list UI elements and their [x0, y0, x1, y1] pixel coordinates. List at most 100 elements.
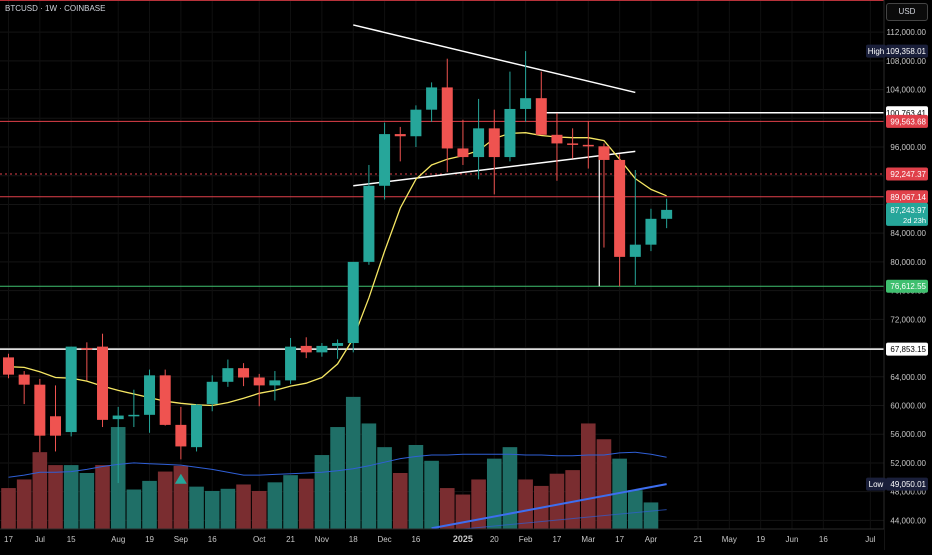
- volume-bar: [580, 423, 596, 529]
- price-label-text: 89,067.14: [890, 193, 926, 202]
- volume-bar: [32, 452, 48, 529]
- horizontal-levels: [0, 120, 884, 350]
- volume-bar: [48, 465, 63, 529]
- volume-bar: [345, 396, 361, 529]
- candle-bearish: [238, 363, 250, 387]
- price-tick-label: 104,000.00: [886, 86, 927, 95]
- volume-bar: [157, 471, 173, 529]
- price-label-tag: Low: [869, 480, 884, 489]
- candle-body: [191, 404, 203, 448]
- price-tick-label: 44,000.00: [890, 516, 926, 525]
- price-tick-label: 48,000.00: [890, 488, 926, 497]
- candle-bullish: [191, 404, 203, 452]
- volume-bar: [392, 472, 408, 529]
- candle-body: [159, 375, 171, 425]
- price-label-text: 99,563.68: [890, 117, 926, 126]
- volume-bar: [95, 465, 110, 529]
- price-label-tag: High: [868, 47, 884, 56]
- candle-body: [426, 87, 438, 110]
- candle-bearish: [488, 109, 500, 195]
- current-price-text: 87,243.97: [890, 206, 926, 215]
- time-axis-background: [0, 529, 884, 550]
- candle-bearish: [175, 406, 187, 460]
- price-label-text: 76,612.55: [890, 282, 926, 291]
- candle-bullish: [363, 164, 375, 265]
- price-label-box: [886, 114, 928, 128]
- time-tick-label: 16: [819, 535, 828, 544]
- current-price-countdown: 2d 23h: [903, 216, 926, 225]
- volume-bar: [408, 444, 424, 529]
- candle-body: [629, 244, 641, 257]
- candle-body: [97, 346, 109, 420]
- price-label-text: 109,358.01: [886, 47, 927, 56]
- time-tick-label: 2025: [453, 534, 473, 544]
- candle-bullish: [520, 51, 532, 122]
- candle-body: [457, 148, 469, 158]
- candle-body: [253, 377, 265, 386]
- candle-body: [175, 424, 187, 447]
- candle-body: [551, 134, 563, 144]
- candle-bearish: [441, 58, 453, 173]
- volume-bar: [1, 488, 16, 529]
- price-label-box: [886, 44, 928, 58]
- time-tick-label: Jun: [786, 535, 799, 544]
- candle-body: [504, 108, 516, 158]
- candle-body: [520, 98, 532, 109]
- time-tick-label: Oct: [253, 535, 266, 544]
- volume-bar: [502, 447, 518, 529]
- candle-body: [316, 345, 328, 353]
- volume-bar: [628, 490, 643, 529]
- candle-bullish: [206, 375, 218, 412]
- candle-body: [206, 381, 218, 405]
- candle-bullish: [629, 169, 641, 285]
- volume-bar: [283, 475, 298, 529]
- volume-bar: [220, 488, 236, 529]
- time-tick-label: Apr: [645, 535, 658, 544]
- price-tick-label: 60,000.00: [890, 402, 926, 411]
- volume-pane: [1, 396, 667, 530]
- candle-body: [379, 134, 391, 186]
- candle-body: [18, 374, 30, 385]
- candle-body: [300, 345, 312, 353]
- time-tick-label: 17: [615, 535, 624, 544]
- candle-bullish: [128, 389, 140, 428]
- candle-bearish: [81, 342, 93, 381]
- price-label-text: 92,247.37: [890, 170, 926, 179]
- candle-bearish: [551, 113, 563, 181]
- candle-body: [65, 346, 77, 433]
- candle-bearish: [457, 119, 469, 165]
- candle-body: [238, 368, 250, 378]
- candle-body: [50, 416, 62, 436]
- candle-bullish: [144, 369, 156, 433]
- volume-bar: [63, 465, 79, 529]
- candle-body: [347, 261, 359, 344]
- candle-bullish: [65, 346, 77, 437]
- time-tick-label: 17: [4, 535, 13, 544]
- candle-body: [112, 415, 124, 420]
- trend-line: [353, 24, 636, 94]
- candle-body: [222, 368, 234, 382]
- candle-bullish: [645, 208, 657, 252]
- currency-button[interactable]: USD: [886, 3, 928, 21]
- time-axis: 17 Jul 15 Aug 19 Sep 16 Oct 21 Nov 18 Dec 16 2025 20 Fe…: [0, 528, 884, 550]
- volume-bar: [236, 484, 251, 529]
- candle-bullish: [332, 339, 344, 359]
- candle-bearish: [159, 369, 171, 426]
- time-tick-label: Sep: [174, 535, 189, 544]
- volume-bar: [486, 458, 502, 529]
- price-tick-label: 52,000.00: [890, 459, 926, 468]
- time-tick-label: 15: [67, 535, 76, 544]
- candle-bearish: [567, 128, 579, 159]
- time-tick-label: Aug: [111, 535, 125, 544]
- candle-bullish: [112, 406, 124, 484]
- price-tick-label: 108,000.00: [886, 57, 927, 66]
- time-tick-label: 18: [349, 535, 358, 544]
- volume-bar: [471, 479, 486, 529]
- candle-body: [285, 346, 297, 381]
- candle-body: [34, 384, 46, 436]
- time-tick-label: 19: [756, 535, 765, 544]
- volume-bar: [330, 427, 345, 529]
- candle-bullish: [410, 105, 422, 148]
